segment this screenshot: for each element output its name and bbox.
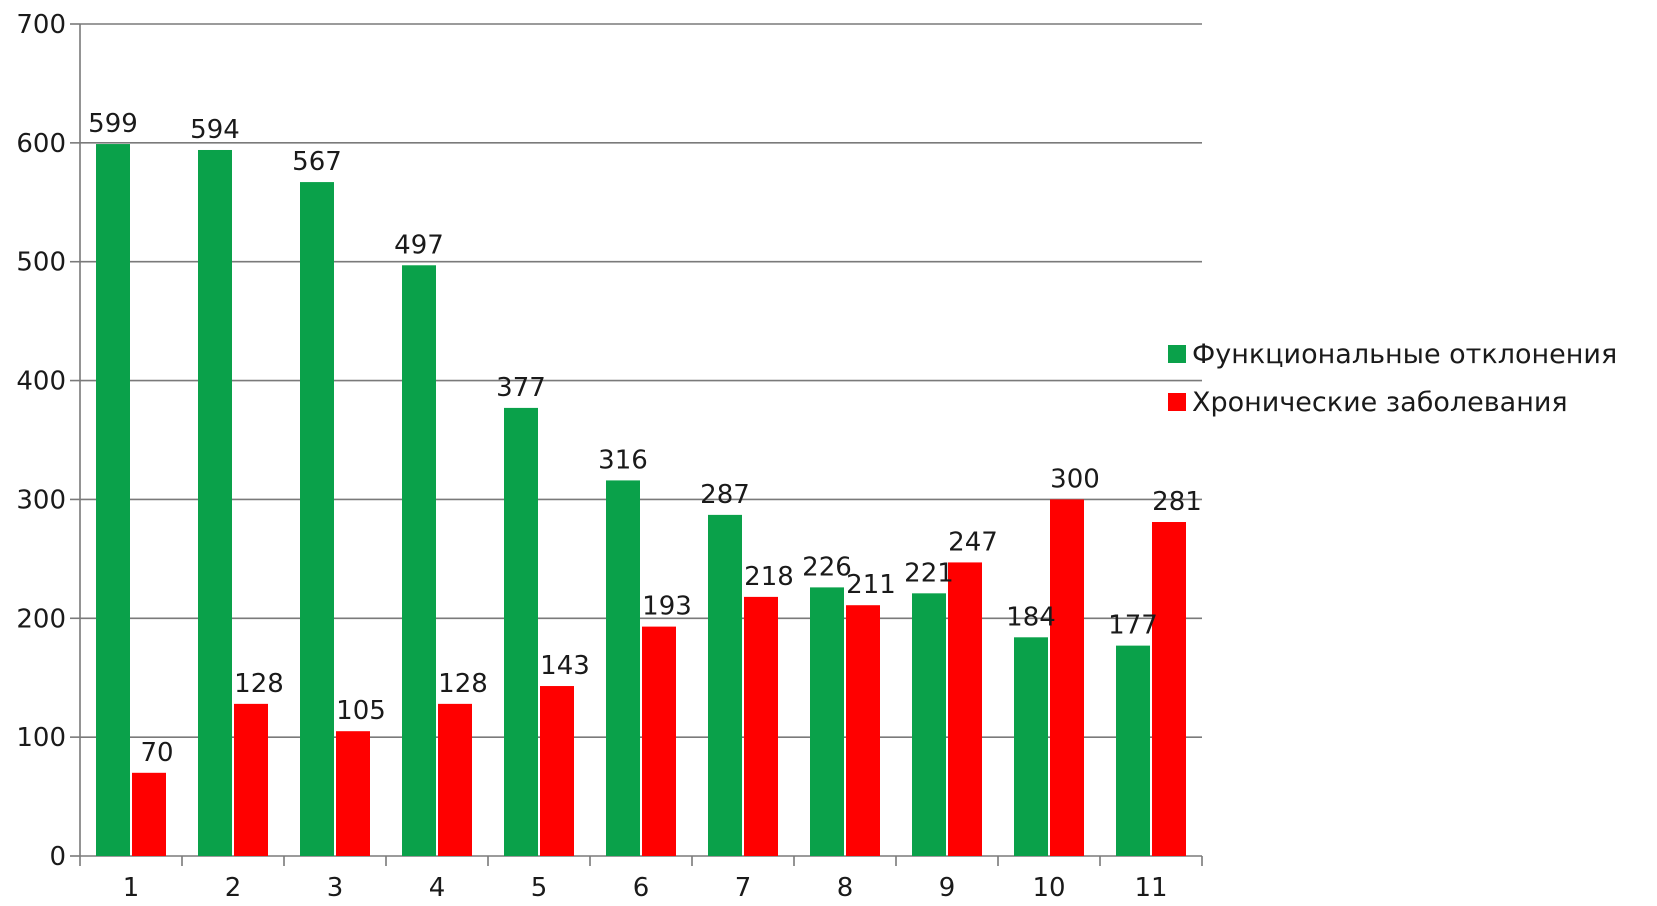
data-label-series-2: 218 [744,562,794,592]
bar-series-1 [708,514,742,856]
bar-series-2 [132,772,166,856]
data-label-series-1: 184 [1006,602,1056,632]
bar-series-1 [1014,637,1048,856]
y-tick-label: 300 [16,485,66,515]
data-label-series-1: 377 [496,373,546,403]
x-tick-label: 1 [123,873,140,903]
bar-series-2 [744,596,778,856]
bar-series-1 [402,265,436,856]
legend-label: Функциональные отклонения [1192,339,1617,370]
bar-series-1 [198,149,232,856]
y-tick-label: 500 [16,248,66,278]
x-tick-label: 5 [531,873,548,903]
bars [96,144,1186,856]
data-label-series-1: 599 [88,109,138,139]
bar-series-2 [948,562,982,856]
bar-series-1 [1116,645,1150,856]
data-label-series-2: 211 [846,570,896,600]
data-label-series-1: 226 [802,552,852,582]
bar-series-2 [846,605,880,856]
x-tick-label: 11 [1134,873,1167,903]
bar-series-2 [336,731,370,856]
bar-series-2 [1152,522,1186,856]
data-label-series-1: 177 [1108,611,1158,641]
bar-series-1 [504,407,538,856]
legend: Функциональные отклонения Хронические заб… [1168,339,1617,418]
y-tick-label: 400 [16,367,66,397]
data-label-series-1: 594 [190,115,240,145]
x-tick-label: 2 [225,873,242,903]
x-tick-label: 3 [327,873,344,903]
data-label-series-2: 143 [540,651,590,681]
data-label-series-2: 193 [642,592,692,622]
y-tick-label: 0 [49,842,66,872]
data-label-series-1: 221 [904,558,954,588]
bar-series-2 [438,703,472,856]
bar-series-1 [606,480,640,856]
legend-label: Хронические заболевания [1192,387,1568,418]
bar-series-1 [912,593,946,856]
x-tick-label: 10 [1032,873,1065,903]
data-label-series-2: 70 [140,738,173,768]
bar-series-1 [96,144,130,856]
data-label-series-2: 247 [948,527,998,557]
data-label-series-1: 316 [598,445,648,475]
bar-series-1 [810,587,844,856]
y-tick-label: 200 [16,604,66,634]
y-tick-label: 700 [16,10,66,40]
data-label-series-2: 105 [336,696,386,726]
bar-series-2 [1050,499,1084,856]
gridlines [80,23,1202,738]
data-label-series-1: 567 [292,147,342,177]
legend-swatch [1168,393,1186,411]
x-tick-label: 8 [837,873,854,903]
y-tick-label: 100 [16,723,66,753]
data-label-series-2: 300 [1050,464,1100,494]
data-labels: 599 594 567 497 377 316 287 226 221 184 177 70 128 10… [88,109,1202,768]
data-label-series-1: 287 [700,480,750,510]
bar-series-1 [300,182,334,856]
x-tick-label: 6 [633,873,650,903]
bar-series-2 [234,703,268,856]
y-tick-label: 600 [16,129,66,159]
x-tick-label: 4 [429,873,446,903]
data-label-series-2: 128 [234,669,284,699]
data-label-series-1: 497 [394,230,444,260]
bar-series-2 [642,626,676,856]
x-tick-label: 9 [939,873,956,903]
legend-swatch [1168,345,1186,363]
x-tick-label: 7 [735,873,752,903]
bar-series-2 [540,686,574,856]
data-label-series-2: 128 [438,669,488,699]
data-label-series-2: 281 [1152,487,1202,517]
